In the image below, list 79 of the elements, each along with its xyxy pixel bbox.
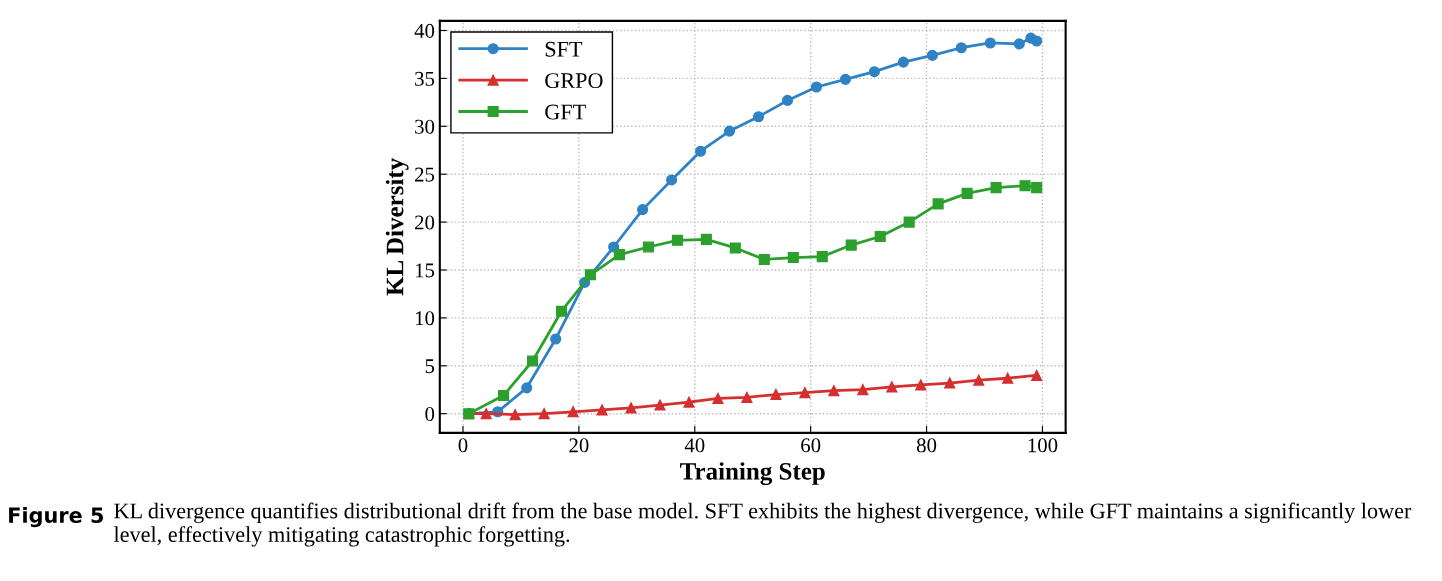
legend-label: GFT bbox=[545, 104, 586, 120]
point bbox=[550, 333, 562, 345]
point bbox=[897, 56, 909, 68]
point bbox=[915, 379, 927, 391]
point bbox=[955, 42, 967, 54]
point bbox=[903, 216, 915, 228]
point bbox=[555, 305, 568, 317]
point bbox=[781, 94, 794, 106]
x-tick-label: 0 bbox=[458, 438, 468, 453]
point bbox=[642, 241, 654, 253]
y-tick-label: 40 bbox=[414, 23, 435, 38]
point bbox=[497, 389, 510, 402]
x-tick-label: 40 bbox=[684, 438, 705, 453]
point bbox=[729, 242, 741, 254]
y-tick-label: 20 bbox=[415, 215, 435, 230]
y-tick-label: 15 bbox=[415, 263, 435, 278]
point bbox=[868, 66, 880, 78]
y-tick-label: 30 bbox=[415, 119, 435, 134]
point bbox=[1002, 372, 1014, 384]
x-axis-title: Training Step bbox=[680, 462, 825, 486]
point bbox=[944, 377, 956, 389]
x-tick-label: 100 bbox=[1028, 438, 1058, 453]
point bbox=[857, 384, 869, 396]
point bbox=[1013, 38, 1025, 50]
point bbox=[816, 251, 828, 263]
point bbox=[770, 388, 782, 401]
point bbox=[828, 385, 840, 397]
point bbox=[845, 239, 857, 251]
point bbox=[695, 145, 707, 157]
point bbox=[886, 381, 898, 393]
point bbox=[752, 111, 765, 123]
point bbox=[1031, 35, 1043, 47]
point bbox=[758, 253, 770, 266]
point bbox=[1031, 182, 1043, 194]
point bbox=[666, 174, 678, 186]
point bbox=[787, 251, 799, 264]
point bbox=[521, 382, 533, 394]
point bbox=[480, 408, 492, 420]
point bbox=[874, 230, 886, 243]
point bbox=[984, 37, 996, 49]
point bbox=[990, 182, 1002, 194]
point bbox=[973, 374, 985, 386]
legend-label: GRPO bbox=[545, 73, 603, 89]
point bbox=[625, 402, 637, 414]
legend-label: SFT bbox=[545, 41, 583, 57]
point bbox=[637, 204, 649, 216]
point bbox=[1031, 369, 1043, 381]
x-tick-label: 80 bbox=[916, 438, 937, 453]
y-tick-label: 5 bbox=[425, 359, 435, 374]
point bbox=[961, 187, 973, 199]
y-tick-label: 0 bbox=[425, 407, 435, 422]
point bbox=[671, 234, 683, 246]
point bbox=[596, 404, 608, 416]
point bbox=[839, 73, 851, 85]
y-axis-title: KL Diversity bbox=[385, 158, 409, 296]
point bbox=[700, 233, 712, 245]
point bbox=[799, 387, 811, 399]
y-tick-label: 25 bbox=[415, 167, 435, 182]
y-tick-label: 10 bbox=[415, 311, 435, 326]
point bbox=[1019, 180, 1031, 192]
x-tick-label: 60 bbox=[801, 438, 821, 453]
point bbox=[654, 399, 666, 411]
point bbox=[741, 391, 753, 403]
point bbox=[926, 49, 938, 61]
text: KL divergence quantifies distributional drift from the base model. SFT exhibits the highest divergence, while GFT maintains a significantly lower level, effectively mitigating catastrophic forgetting. bbox=[113, 502, 1412, 547]
point bbox=[526, 355, 539, 367]
point bbox=[613, 249, 626, 261]
caption: Figure 5 bbox=[9, 506, 104, 528]
point bbox=[810, 81, 823, 93]
y-tick-label: 35 bbox=[415, 71, 435, 86]
point bbox=[584, 269, 597, 281]
point bbox=[538, 408, 550, 420]
point bbox=[509, 409, 521, 421]
point bbox=[567, 406, 579, 418]
point bbox=[683, 396, 695, 408]
point bbox=[932, 198, 944, 210]
x-tick-label: 20 bbox=[569, 438, 589, 453]
point bbox=[712, 392, 724, 404]
point bbox=[723, 125, 736, 137]
